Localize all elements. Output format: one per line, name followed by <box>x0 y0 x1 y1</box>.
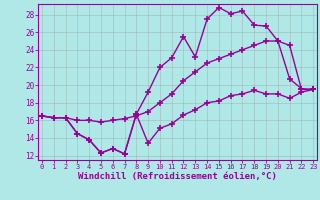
X-axis label: Windchill (Refroidissement éolien,°C): Windchill (Refroidissement éolien,°C) <box>78 172 277 181</box>
